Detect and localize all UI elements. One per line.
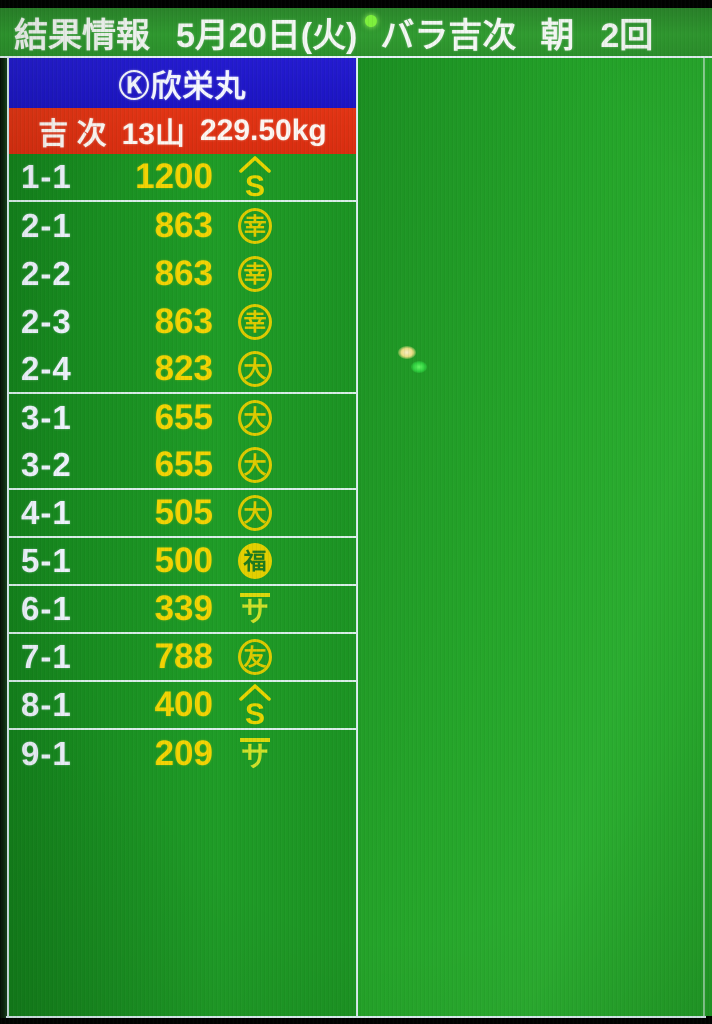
price-cell: 863 (154, 302, 213, 341)
sa-glyph: サ (240, 595, 269, 627)
total-weight: 229.50kg (199, 114, 327, 147)
buyer-mark: 福 (213, 543, 297, 579)
table-row: 2-4 823 大 (9, 346, 356, 394)
svg-text:S: S (245, 698, 265, 728)
overline-sa-mark-icon: サ (240, 592, 270, 627)
circle-mark-icon: 大 (238, 400, 272, 436)
lot-cell: 4-1 (21, 494, 72, 531)
svg-text:S: S (245, 170, 265, 200)
buyer-mark: 大 (213, 447, 297, 483)
buyer-mark: 幸 (213, 256, 297, 292)
lot-cell: 2-1 (21, 207, 72, 244)
lot-cell: 2-2 (21, 255, 72, 292)
screen-artifact-dot (411, 361, 427, 373)
circle-mark-icon: 幸 (238, 208, 272, 244)
center-divider-line (356, 57, 358, 1018)
table-row: 9-1 209 サ (9, 730, 356, 778)
price-cell: 863 (154, 206, 213, 245)
pile-count: 13山 (121, 118, 185, 151)
results-table: 1-1 1200 S 2-1 863 幸 2-2 863 幸 2-3 8 (9, 154, 356, 778)
header-date: 5月20日(火) (176, 16, 358, 55)
lot-cell: 3-1 (21, 399, 72, 436)
lot-summary-banner: 吉 次 13山 229.50kg (9, 108, 356, 154)
fish-name: 吉 次 (38, 118, 107, 151)
panel-right-border (703, 58, 705, 1016)
table-row: 3-2 655 大 (9, 442, 356, 490)
circle-mark-icon: 福 (238, 543, 272, 579)
buyer-mark: 大 (213, 400, 297, 436)
header-divider-line (0, 56, 712, 58)
yama-s-mark-icon: S (239, 156, 271, 200)
circle-mark-icon: 友 (238, 639, 272, 675)
price-cell: 655 (154, 445, 213, 484)
buyer-mark: サ (213, 592, 297, 627)
price-cell: 823 (154, 349, 213, 388)
circle-mark-icon: 大 (238, 351, 272, 387)
circle-mark-icon: 大 (238, 447, 272, 483)
table-row: 7-1 788 友 (9, 634, 356, 682)
vessel-banner: Ⓚ欣栄丸 (9, 58, 356, 108)
empty-panel (358, 58, 712, 1016)
screen-left-edge (0, 56, 7, 1018)
lot-cell: 6-1 (21, 590, 72, 627)
table-row: 6-1 339 サ (9, 586, 356, 634)
table-row: 2-3 863 幸 (9, 298, 356, 346)
buyer-mark: 幸 (213, 208, 297, 244)
page-title: 結果情報 (14, 16, 150, 55)
header-bar: 結果情報 5月20日(火) バラ吉次 朝 2回 (0, 8, 712, 56)
bottom-border-line (6, 1016, 706, 1018)
lot-cell: 2-4 (21, 350, 72, 387)
lot-cell: 1-1 (21, 158, 72, 195)
overline-sa-mark-icon: サ (240, 737, 270, 772)
lot-cell: 8-1 (21, 686, 72, 723)
buyer-mark: S (213, 682, 297, 728)
price-cell: 339 (154, 589, 213, 628)
price-cell: 500 (154, 541, 213, 580)
lot-cell: 3-2 (21, 446, 72, 483)
price-cell: 655 (154, 398, 213, 437)
table-row: 2-2 863 幸 (9, 250, 356, 298)
panel-left-border (7, 57, 9, 1016)
lot-cell: 9-1 (21, 735, 72, 772)
circle-mark-icon: 大 (238, 495, 272, 531)
table-row: 8-1 400 S (9, 682, 356, 730)
price-cell: 505 (154, 493, 213, 532)
indicator-dot-icon (365, 15, 378, 27)
buyer-mark: S (213, 154, 297, 200)
screen-artifact-dot (398, 346, 416, 359)
table-row: 4-1 505 大 (9, 490, 356, 538)
circle-mark-icon: 幸 (238, 304, 272, 340)
price-cell: 863 (154, 254, 213, 293)
price-cell: 209 (154, 734, 213, 773)
buyer-mark: 友 (213, 639, 297, 675)
lot-cell: 7-1 (21, 638, 72, 675)
results-panel: Ⓚ欣栄丸 吉 次 13山 229.50kg 1-1 1200 S 2-1 863… (9, 58, 356, 1016)
header-round: 2回 (600, 16, 654, 55)
header-item-name: バラ吉次 (380, 16, 517, 55)
buyer-mark: 大 (213, 351, 297, 387)
circle-mark-icon: 幸 (238, 256, 272, 292)
buyer-mark: 大 (213, 495, 297, 531)
lot-cell: 2-3 (21, 303, 72, 340)
table-row: 3-1 655 大 (9, 394, 356, 442)
price-cell: 1200 (135, 157, 213, 196)
overline-bar (240, 592, 270, 597)
table-row: 2-1 863 幸 (9, 202, 356, 250)
table-row: 1-1 1200 S (9, 154, 356, 202)
header-session: 朝 (540, 16, 575, 55)
price-cell: 788 (154, 637, 213, 676)
yama-s-mark-icon: S (239, 684, 271, 728)
overline-bar (240, 737, 270, 742)
lot-cell: 5-1 (21, 542, 72, 579)
sa-glyph: サ (240, 740, 269, 772)
buyer-mark: サ (213, 737, 297, 772)
price-cell: 400 (154, 685, 213, 724)
vessel-name: Ⓚ欣栄丸 (118, 68, 247, 104)
buyer-mark: 幸 (213, 304, 297, 340)
table-row: 5-1 500 福 (9, 538, 356, 586)
